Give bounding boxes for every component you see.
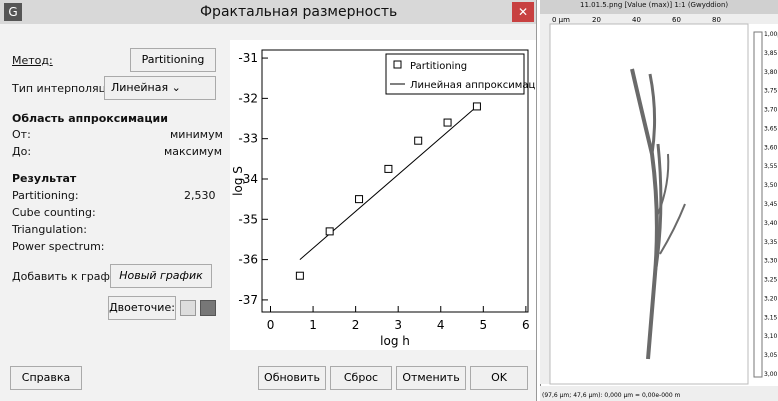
y-tick-label: -33 [238, 132, 258, 146]
data-point [415, 137, 422, 144]
scale-label: 3,00 [764, 371, 778, 378]
scale-label: 3,15 [764, 314, 778, 321]
x-tick-label: 1 [309, 318, 317, 332]
scale-label: 3,75 [764, 88, 778, 95]
result-name: Power spectrum: [12, 240, 105, 253]
save-button[interactable] [200, 300, 216, 316]
reset-button[interactable]: Сброс [330, 366, 392, 390]
data-point [444, 119, 451, 126]
legend-entry: Partitioning [410, 61, 467, 72]
legend-marker [394, 61, 401, 68]
y-tick-label: -37 [238, 293, 258, 307]
data-point [296, 272, 303, 279]
interp-select[interactable]: Линейная ⌄ [104, 76, 216, 100]
method-select[interactable]: Partitioning [130, 48, 216, 72]
x-tick-label: 6 [522, 318, 530, 332]
method-label: Метод: [12, 54, 53, 67]
ruler-label: 80 [712, 16, 721, 24]
ruler-label: 20 [592, 16, 601, 24]
to-value: максимум [164, 145, 222, 158]
scale-label: 3,60 [764, 144, 778, 151]
close-button[interactable]: ✕ [512, 2, 534, 22]
scale-label: 3,10 [764, 333, 778, 340]
ok-button[interactable]: OK [470, 366, 528, 390]
color-scale [754, 32, 762, 377]
result-name: Partitioning: [12, 189, 79, 202]
dialog-title: Фрактальная размерность [200, 4, 397, 20]
scale-label: 3,25 [764, 277, 778, 284]
data-point [385, 165, 392, 172]
range-heading: Область аппроксимации [12, 112, 168, 125]
ruler-label: 40 [632, 16, 641, 24]
scale-label: 3,55 [764, 163, 778, 170]
color-button[interactable] [180, 300, 196, 316]
x-tick-label: 5 [479, 318, 487, 332]
scale-label: 3,40 [764, 220, 778, 227]
x-tick-label: 0 [267, 318, 275, 332]
data-point [326, 228, 333, 235]
scale-label: 3,35 [764, 239, 778, 246]
data-point [356, 196, 363, 203]
cancel-button[interactable]: Отменить [396, 366, 466, 390]
new-graph-button[interactable]: Новый график [110, 264, 212, 288]
scale-label: 3,20 [764, 295, 778, 302]
to-label: До: [12, 145, 31, 158]
y-tick-label: -31 [238, 51, 258, 65]
update-button[interactable]: Обновить [258, 366, 326, 390]
result-value: 2,530 [184, 189, 216, 202]
x-tick-label: 3 [394, 318, 402, 332]
scale-label: 3,70 [764, 107, 778, 114]
ruler-label: 60 [672, 16, 681, 24]
x-tick-label: 4 [437, 318, 445, 332]
scale-label: 3,30 [764, 258, 778, 265]
x-tick-label: 2 [352, 318, 360, 332]
status-text: (97,6 μm; 47,6 μm): 0,000 μm = 0,00e-000… [542, 392, 681, 399]
scale-label: 3,45 [764, 201, 778, 208]
style-button[interactable]: Двоеточие: [108, 296, 176, 320]
from-value: минимум [170, 128, 223, 141]
image-title: 11.01.5.png [Value (max)] 1:1 (Gwyddion) [580, 1, 728, 9]
scale-label: 3,65 [764, 125, 778, 132]
legend-entry: Линейная аппроксимация [410, 80, 536, 91]
scale-label: 3,80 [764, 69, 778, 76]
result-name: Cube counting: [12, 206, 96, 219]
x-axis-label: log h [380, 334, 410, 348]
from-label: От: [12, 128, 31, 141]
y-tick-label: -32 [238, 91, 258, 105]
scale-label: 3,85 [764, 50, 778, 57]
app-icon: G [4, 3, 22, 21]
y-tick-label: -36 [238, 253, 258, 267]
y-axis-label: log S [231, 166, 245, 196]
scale-label: 3,50 [764, 182, 778, 189]
y-tick-label: -35 [238, 212, 258, 226]
ruler-label: 0 μm [552, 16, 570, 24]
left-ruler [540, 24, 550, 384]
result-name: Triangulation: [12, 223, 87, 236]
data-point [473, 103, 480, 110]
interp-value: Линейная [111, 81, 168, 94]
screen: G Фрактальная размерность ✕ Метод: Parti… [0, 0, 778, 401]
scale-label: 3,05 [764, 352, 778, 359]
result-heading: Результат [12, 172, 76, 185]
help-button[interactable]: Справка [10, 366, 82, 390]
top-ruler [540, 14, 778, 24]
